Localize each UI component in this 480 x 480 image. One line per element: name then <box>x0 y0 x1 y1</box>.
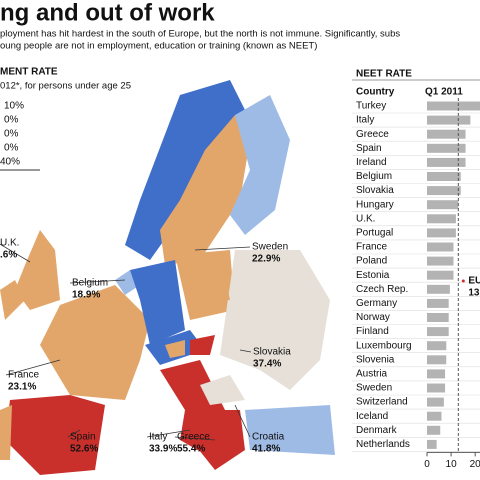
bar <box>427 101 480 111</box>
category-label: Denmark <box>356 425 398 436</box>
category-label: Belgium <box>356 171 392 182</box>
bar <box>427 115 471 125</box>
category-label: Greece <box>356 129 389 140</box>
country-name: Belgium <box>72 278 108 289</box>
x-tick-label: 20 <box>470 459 480 470</box>
country-rate: 52.6% <box>70 444 98 455</box>
category-label: Czech Rep. <box>356 284 408 295</box>
country-name: Slovakia <box>253 347 291 358</box>
category-label: Slovakia <box>356 185 394 196</box>
country-name: France <box>8 370 40 381</box>
column-header: Country <box>356 87 395 98</box>
bar <box>427 143 466 153</box>
bar <box>427 157 466 167</box>
country-rate: 23.1% <box>8 382 36 393</box>
eu-dot <box>461 279 465 283</box>
category-label: Ireland <box>356 157 387 168</box>
legend-label: 40% <box>0 157 20 168</box>
bar <box>427 425 441 435</box>
category-label: France <box>356 242 388 253</box>
leader-line <box>194 246 251 251</box>
neet-title: NEET RATE <box>356 69 412 80</box>
country-rate: .6% <box>0 250 17 261</box>
bar <box>427 369 446 379</box>
bar <box>427 228 456 238</box>
country-name: Croatia <box>252 432 285 443</box>
category-label: Sweden <box>356 383 392 394</box>
country-name: Sweden <box>252 242 288 253</box>
bar <box>427 383 446 393</box>
category-label: Italy <box>356 115 374 126</box>
category-label: Poland <box>356 256 387 267</box>
subtitle: oung people are not in employment, educa… <box>0 41 317 52</box>
x-tick-label: 0 <box>424 459 430 470</box>
country-name: U.K. <box>0 238 19 249</box>
category-label: Netherlands <box>356 439 410 450</box>
bar <box>427 129 466 139</box>
leader-line <box>69 279 126 284</box>
bar <box>427 172 461 181</box>
category-label: Switzerland <box>356 397 408 408</box>
category-label: U.K. <box>356 213 375 224</box>
bar <box>427 439 437 449</box>
leader-line <box>174 436 216 441</box>
bar <box>427 200 459 210</box>
category-label: Portugal <box>356 228 393 239</box>
bar <box>427 341 447 351</box>
category-label: Luxembourg <box>356 340 412 351</box>
map-subtitle: 012*, for persons under age 25 <box>0 81 131 92</box>
country-rate: 37.4% <box>253 359 281 370</box>
bar <box>427 256 454 266</box>
category-label: Hungary <box>356 199 394 210</box>
leader-line <box>234 404 251 438</box>
legend-label: 0% <box>4 143 19 154</box>
category-label: Slovenia <box>356 354 395 365</box>
legend-label: 0% <box>4 129 19 140</box>
country-rate: 41.8% <box>252 444 280 455</box>
leader-line <box>5 359 61 376</box>
map-title: MENT RATE <box>0 67 58 78</box>
category-label: Austria <box>356 369 388 380</box>
map <box>0 80 335 475</box>
category-label: Turkey <box>356 101 386 112</box>
category-label: Spain <box>356 143 382 154</box>
category-label: Germany <box>356 298 397 309</box>
country-rate: 33.9% <box>149 444 177 455</box>
legend-label: 10% <box>4 101 24 112</box>
category-label: Iceland <box>356 411 388 422</box>
bar <box>427 397 444 407</box>
bar <box>427 284 450 294</box>
category-label: Estonia <box>356 270 390 281</box>
bar <box>427 355 447 365</box>
column-header: Q1 2011 <box>425 87 463 98</box>
subtitle: ployment has hit hardest in the south of… <box>0 29 400 40</box>
leader-line <box>67 429 81 438</box>
country-rate: 18.9% <box>72 290 100 301</box>
bar <box>427 186 461 196</box>
country-name: Spain <box>70 432 96 443</box>
bar <box>427 313 449 322</box>
bar <box>427 298 449 308</box>
bar <box>427 270 454 280</box>
bar <box>427 411 442 421</box>
country-rate: 22.9% <box>252 254 280 265</box>
title: ng and out of work <box>0 0 215 26</box>
eu-value: 13 <box>468 288 480 299</box>
country-name: Greece <box>177 432 210 443</box>
x-tick-label: 10 <box>446 459 458 470</box>
leader-line <box>0 243 31 263</box>
category-label: Norway <box>356 312 390 323</box>
leader-line <box>239 349 252 353</box>
eu-label: EU <box>468 276 480 287</box>
leader-line <box>146 429 191 438</box>
category-label: Finland <box>356 326 389 337</box>
bar <box>427 242 454 252</box>
bar <box>427 214 456 224</box>
country-name: Italy <box>149 432 167 443</box>
bar <box>427 327 449 337</box>
legend-label: 0% <box>4 115 19 126</box>
country-rate: 55.4% <box>177 444 205 455</box>
